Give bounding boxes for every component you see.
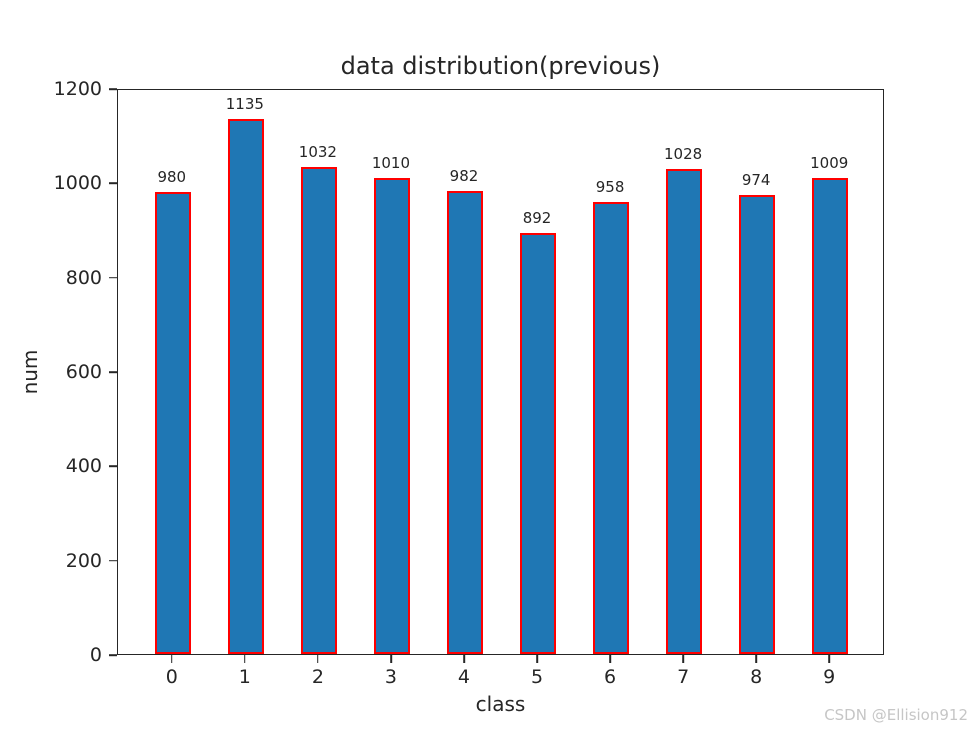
y-tick-label: 1000 [53, 172, 102, 195]
x-axis-label: class [475, 692, 526, 716]
y-tick-mark [109, 465, 117, 468]
x-tick-label: 2 [311, 666, 324, 688]
x-tick-label: 9 [823, 666, 836, 688]
x-tick-label: 6 [604, 666, 617, 688]
bar [519, 233, 557, 654]
bar-value-label: 1009 [810, 154, 849, 173]
x-tick-mark [463, 655, 465, 663]
bar [373, 177, 411, 654]
bar-value-label: 958 [595, 178, 625, 197]
bar [227, 118, 265, 654]
watermark: CSDN @Ellision912 [824, 706, 968, 724]
bar-value-label: 1032 [298, 143, 337, 162]
y-tick-mark [109, 276, 117, 279]
x-tick-mark [170, 655, 173, 663]
bar [446, 190, 484, 654]
chart-title: data distribution(previous) [340, 52, 661, 80]
bar-value-label: 892 [522, 209, 552, 228]
x-tick-label: 4 [457, 666, 471, 688]
x-tick-label: 3 [384, 666, 397, 688]
y-tick-label: 0 [89, 644, 102, 666]
bar-value-label: 980 [157, 167, 187, 186]
x-tick-mark [536, 655, 538, 663]
y-tick-mark [109, 654, 117, 656]
x-tick-mark [609, 655, 611, 663]
bar [592, 202, 630, 654]
y-tick-label: 600 [65, 361, 102, 383]
bar [738, 194, 776, 654]
bar [811, 178, 849, 654]
x-tick-label: 5 [530, 666, 544, 688]
bar-value-label: 1010 [371, 153, 411, 172]
x-tick-label: 8 [750, 666, 763, 688]
bar-value-label: 1028 [664, 145, 703, 164]
bar-value-label: 1135 [225, 94, 264, 113]
bar [665, 169, 703, 654]
y-tick-mark [109, 88, 117, 90]
bar-value-label: 974 [741, 170, 771, 189]
bar-value-label: 982 [449, 166, 479, 185]
x-tick-label: 7 [677, 666, 690, 688]
x-tick-mark [682, 655, 684, 663]
x-tick-mark [828, 655, 830, 663]
plot-area [117, 89, 884, 655]
y-tick-label: 800 [65, 266, 102, 289]
y-tick-mark [109, 559, 117, 562]
y-tick-mark [109, 371, 117, 373]
y-tick-mark [109, 182, 117, 185]
y-tick-label: 200 [65, 549, 102, 572]
x-tick-label: 0 [165, 666, 178, 688]
x-tick-label: 1 [238, 666, 251, 688]
bar [300, 167, 338, 654]
x-tick-mark [755, 655, 757, 663]
y-tick-label: 1200 [53, 78, 102, 100]
x-tick-mark [317, 655, 319, 663]
x-tick-mark [390, 655, 392, 663]
x-tick-mark [244, 655, 246, 663]
bar [154, 191, 192, 654]
y-tick-label: 400 [65, 455, 102, 478]
